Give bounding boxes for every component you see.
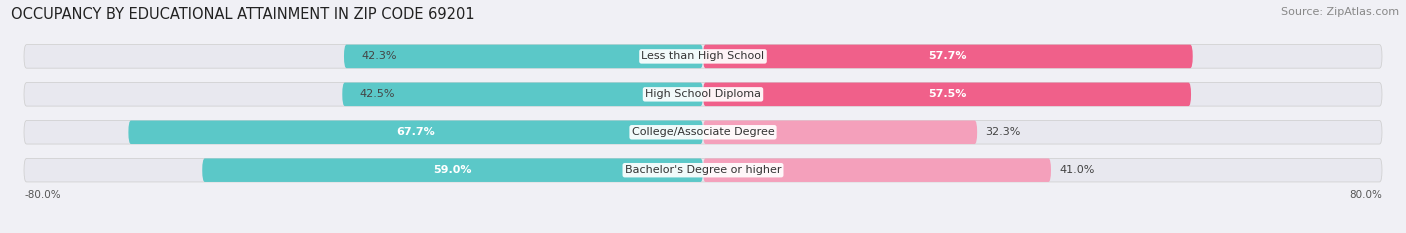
Text: -80.0%: -80.0% [24, 190, 60, 200]
Text: 57.5%: 57.5% [928, 89, 966, 99]
Text: Less than High School: Less than High School [641, 51, 765, 62]
Text: 42.5%: 42.5% [360, 89, 395, 99]
FancyBboxPatch shape [703, 120, 977, 144]
FancyBboxPatch shape [703, 82, 1191, 106]
FancyBboxPatch shape [703, 158, 1052, 182]
Text: 57.7%: 57.7% [928, 51, 967, 62]
Text: 67.7%: 67.7% [396, 127, 434, 137]
FancyBboxPatch shape [202, 158, 703, 182]
Text: OCCUPANCY BY EDUCATIONAL ATTAINMENT IN ZIP CODE 69201: OCCUPANCY BY EDUCATIONAL ATTAINMENT IN Z… [11, 7, 475, 22]
Text: Source: ZipAtlas.com: Source: ZipAtlas.com [1281, 7, 1399, 17]
Text: 32.3%: 32.3% [986, 127, 1021, 137]
Text: College/Associate Degree: College/Associate Degree [631, 127, 775, 137]
FancyBboxPatch shape [703, 45, 1192, 68]
FancyBboxPatch shape [128, 120, 703, 144]
Text: 80.0%: 80.0% [1350, 190, 1382, 200]
FancyBboxPatch shape [24, 158, 1382, 182]
Text: Bachelor's Degree or higher: Bachelor's Degree or higher [624, 165, 782, 175]
Text: 42.3%: 42.3% [361, 51, 396, 62]
FancyBboxPatch shape [24, 82, 1382, 106]
FancyBboxPatch shape [344, 45, 703, 68]
FancyBboxPatch shape [342, 82, 703, 106]
Text: 41.0%: 41.0% [1060, 165, 1095, 175]
Text: High School Diploma: High School Diploma [645, 89, 761, 99]
FancyBboxPatch shape [24, 45, 1382, 68]
Text: 59.0%: 59.0% [433, 165, 472, 175]
FancyBboxPatch shape [24, 120, 1382, 144]
